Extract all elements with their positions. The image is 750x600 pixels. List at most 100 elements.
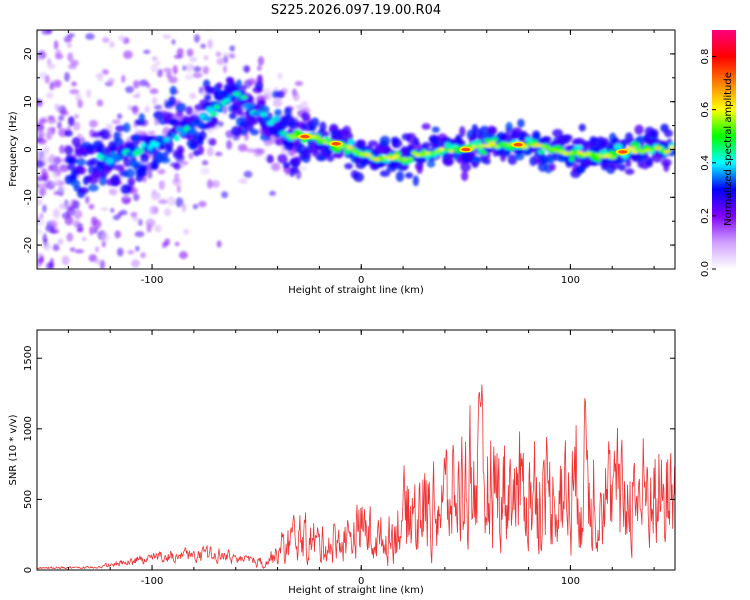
- noise-blob: [40, 308, 46, 314]
- ridge-halo-blob: [319, 121, 327, 133]
- colorbar-tick-label: 0.0: [700, 261, 711, 277]
- noise-blob: [237, 143, 248, 152]
- ridge-core-blob: [262, 116, 272, 122]
- noise-blob: [96, 99, 104, 107]
- noise-blob: [55, 49, 62, 59]
- noise-blob: [88, 203, 95, 210]
- noise-blob: [236, 30, 238, 31]
- ridge-core-blob: [260, 112, 268, 117]
- ridge-halo-blob: [421, 123, 431, 130]
- ridge-halo-blob: [455, 134, 462, 143]
- ridge-bright-blob: [364, 153, 372, 157]
- ridge-halo-blob: [426, 160, 436, 168]
- noise-blob: [185, 63, 194, 71]
- ridge-halo-blob: [76, 166, 87, 175]
- ridge-core-blob: [206, 106, 215, 114]
- noise-blob: [115, 280, 120, 287]
- noise-blob: [34, 11, 40, 20]
- noise-blob: [54, 79, 62, 88]
- noise-blob: [192, 72, 203, 79]
- ridge-halo-blob: [291, 166, 300, 174]
- noise-blob: [137, 218, 143, 226]
- noise-blob: [110, 188, 118, 196]
- noise-blob: [37, 183, 41, 189]
- noise-blob: [59, 164, 69, 173]
- noise-blob: [54, 103, 60, 112]
- ridge-halo-blob: [664, 129, 673, 138]
- ridge-core-blob: [630, 141, 640, 148]
- ridge-core-blob: [163, 137, 171, 143]
- noise-blob: [69, 298, 76, 304]
- ridge-core-blob: [348, 139, 354, 146]
- ridge-halo-blob: [323, 131, 330, 138]
- noise-blob: [140, 252, 146, 259]
- noise-blob: [154, 60, 161, 66]
- ridge-core-blob: [180, 130, 187, 136]
- noise-blob: [132, 94, 141, 99]
- ridge-core-blob: [595, 158, 601, 163]
- noise-blob: [45, 262, 55, 269]
- noise-blob: [109, 41, 115, 48]
- ridge-halo-blob: [249, 128, 259, 136]
- ridge-core-blob: [116, 154, 124, 161]
- noise-blob: [111, 119, 121, 125]
- noise-blob: [101, 12, 109, 21]
- ridge-core-blob: [491, 136, 499, 143]
- ridge-core-blob: [569, 155, 575, 162]
- noise-blob: [94, 73, 103, 78]
- ridge-halo-blob: [344, 162, 353, 170]
- noise-blob: [222, 16, 229, 25]
- noise-blob: [89, 225, 94, 236]
- noise-blob: [42, 204, 47, 213]
- noise-blob: [127, 250, 135, 255]
- ridge-bright-blob: [433, 149, 441, 153]
- noise-blob: [237, 178, 247, 184]
- ridge-halo-blob: [650, 128, 659, 138]
- noise-blob: [50, 163, 59, 173]
- noise-blob: [123, 50, 133, 59]
- x-tick-label: 100: [561, 576, 580, 587]
- noise-blob: [49, 81, 55, 91]
- snr-plot-area: [37, 384, 675, 570]
- ridge-core-blob: [223, 98, 230, 103]
- noise-blob: [58, 186, 67, 192]
- ridge-halo-blob: [197, 145, 205, 155]
- ridge-bright-blob: [392, 154, 400, 159]
- ridge-halo-blob: [552, 129, 564, 137]
- noise-blob: [117, 212, 123, 218]
- ridge-halo-blob: [460, 162, 471, 172]
- ridge-halo-blob: [459, 140, 466, 147]
- y-tick-label: 1500: [23, 346, 34, 371]
- noise-blob: [194, 34, 200, 43]
- ridge-bright-blob: [448, 149, 455, 153]
- ridge-halo-blob: [274, 108, 282, 117]
- noise-blob: [50, 226, 56, 234]
- noise-blob: [130, 259, 140, 268]
- noise-blob: [127, 104, 133, 111]
- noise-blob: [255, 148, 266, 155]
- noise-blob: [189, 92, 197, 100]
- noise-blob: [85, 195, 90, 204]
- noise-blob: [37, 137, 42, 144]
- ridge-halo-blob: [379, 170, 391, 177]
- noise-blob: [131, 105, 140, 116]
- noise-blob: [114, 230, 121, 239]
- noise-blob: [232, 135, 240, 141]
- noise-blob: [200, 43, 206, 49]
- noise-blob: [148, 205, 155, 216]
- ridge-core-blob: [140, 142, 147, 149]
- noise-blob: [47, 117, 57, 124]
- spectrogram-blobs: [34, 0, 675, 314]
- noise-blob: [213, 0, 217, 5]
- ridge-halo-blob: [225, 76, 234, 84]
- ridge-halo-blob: [284, 107, 292, 118]
- noise-blob: [38, 118, 48, 124]
- noise-blob: [70, 59, 79, 66]
- x-tick-label: 0: [358, 275, 364, 286]
- noise-blob: [223, 55, 229, 64]
- ridge-halo-blob: [646, 159, 654, 168]
- ridge-halo-blob: [353, 172, 364, 183]
- ridge-halo-blob: [507, 154, 518, 165]
- noise-blob: [135, 245, 140, 252]
- noise-blob: [147, 130, 156, 136]
